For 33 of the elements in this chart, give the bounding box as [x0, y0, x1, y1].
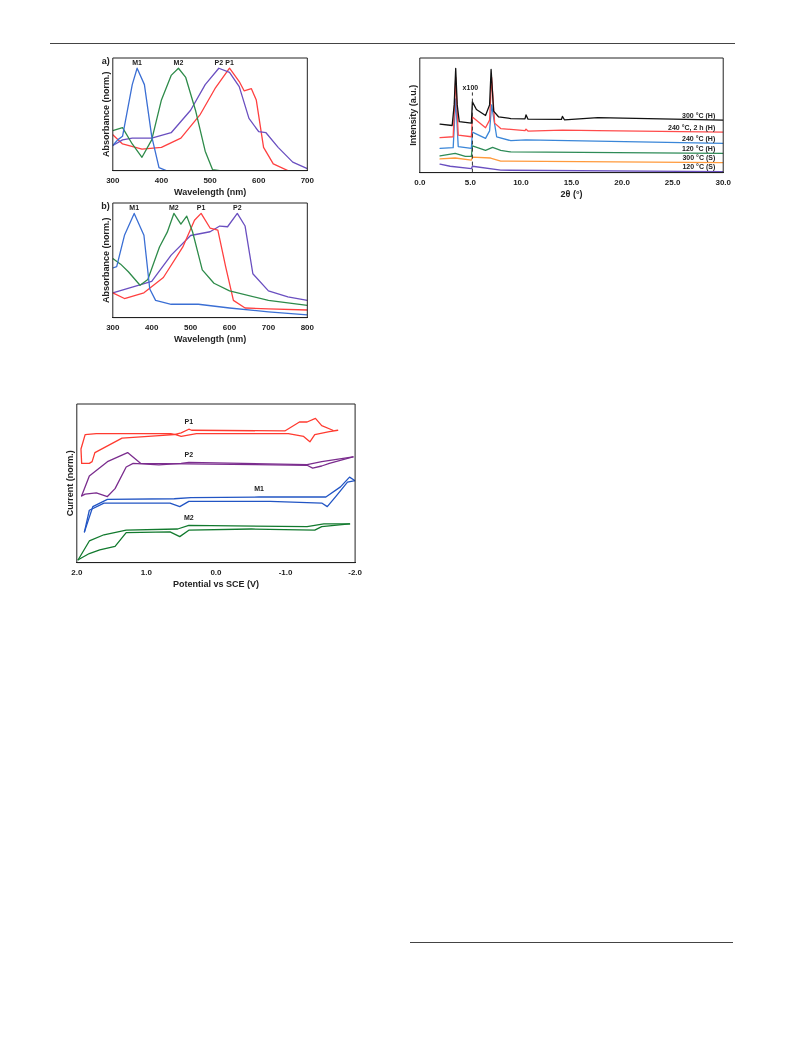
- x-tick-label: -2.0: [348, 567, 363, 577]
- x-axis-title: Wavelength (nm): [173, 334, 247, 345]
- x-tick-label: 700: [300, 175, 315, 185]
- x-tick-label: 400: [145, 322, 159, 332]
- x-tick-label: 300: [106, 175, 121, 185]
- x-tick-label: 10.0: [513, 177, 530, 187]
- y-axis-title: Absorbance (norm.): [100, 71, 111, 158]
- text: a): [101, 55, 110, 66]
- x-tick-label: 800: [300, 322, 315, 332]
- y-axis-title: Absorbance (norm.): [100, 217, 111, 304]
- x-tick-label: 5.0: [464, 177, 477, 187]
- x-tick-label: 600: [252, 175, 266, 185]
- x-tick-label: 2.0: [71, 567, 83, 577]
- x-axis-title: 2θ (°): [560, 189, 583, 200]
- x-tick-label: 1.0: [140, 567, 153, 577]
- x-tick-label: -1.0: [278, 567, 293, 577]
- x-tick-label: 25.0: [664, 177, 681, 187]
- x-tick-label: 500: [203, 175, 218, 185]
- x-tick-label: 0.0: [414, 177, 426, 187]
- y-axis-title: Current (norm.): [64, 450, 75, 517]
- x-tick-label: 700: [261, 322, 276, 332]
- x-tick-label: 300: [106, 322, 121, 332]
- x-tick-label: 500: [183, 322, 198, 332]
- x-tick-label: 30.0: [715, 177, 732, 187]
- x-tick-label: 400: [154, 175, 169, 185]
- x-axis-title: Potential vs SCE (V): [172, 579, 259, 590]
- text: b): [101, 200, 110, 211]
- x-axis-title: Wavelength (nm): [173, 187, 247, 198]
- x-tick-label: 600: [222, 322, 237, 332]
- y-axis-title: Intensity (a.u.): [407, 84, 418, 146]
- x-tick-label: 20.0: [614, 177, 631, 187]
- x-tick-label: 0.0: [210, 567, 223, 577]
- x-tick-label: 15.0: [563, 177, 580, 187]
